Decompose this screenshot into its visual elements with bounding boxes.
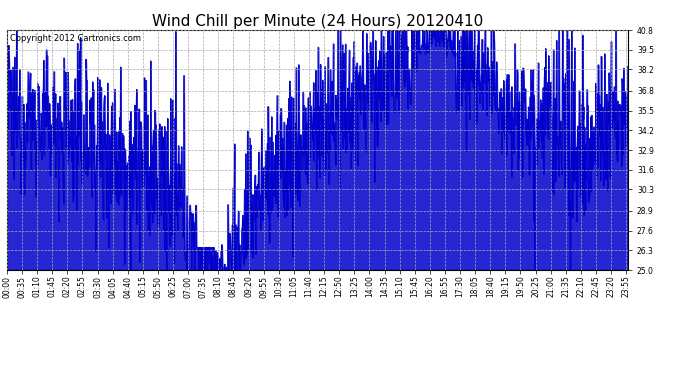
Title: Wind Chill per Minute (24 Hours) 20120410: Wind Chill per Minute (24 Hours) 2012041… <box>152 14 483 29</box>
Text: Copyright 2012 Cartronics.com: Copyright 2012 Cartronics.com <box>10 34 141 43</box>
